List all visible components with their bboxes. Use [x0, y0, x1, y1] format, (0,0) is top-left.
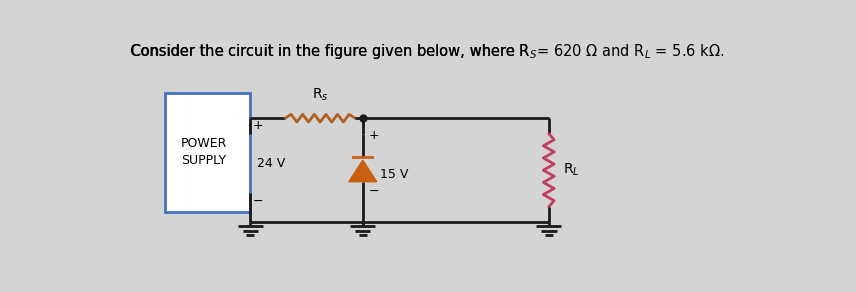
Bar — [165, 93, 250, 212]
Text: R$_L$: R$_L$ — [562, 162, 580, 178]
Text: R$_s$: R$_s$ — [312, 86, 329, 103]
Text: +: + — [369, 129, 379, 142]
Text: 15 V: 15 V — [380, 168, 408, 180]
Text: Consider the circuit in the figure given below, where R$_S$= 620 Ω and R$_L$ = 5: Consider the circuit in the figure given… — [130, 42, 725, 62]
Text: POWER
SUPPLY: POWER SUPPLY — [181, 138, 227, 168]
Text: −: − — [253, 194, 263, 207]
Text: −: − — [369, 185, 379, 198]
Polygon shape — [348, 160, 377, 182]
Text: 24 V: 24 V — [257, 157, 285, 170]
Text: Consider the circuit in the figure given below, where R: Consider the circuit in the figure given… — [130, 44, 530, 60]
Text: +: + — [253, 119, 264, 132]
